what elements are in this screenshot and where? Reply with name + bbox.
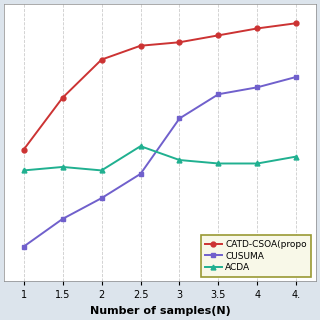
CUSUMA bbox=[217, 92, 220, 96]
CATD-CSOA(propo bbox=[294, 21, 298, 25]
ACDA bbox=[139, 144, 142, 148]
X-axis label: Number of samples(N): Number of samples(N) bbox=[90, 306, 230, 316]
ACDA bbox=[294, 155, 298, 158]
ACDA bbox=[178, 158, 181, 162]
CATD-CSOA(propo bbox=[22, 148, 26, 152]
ACDA bbox=[22, 169, 26, 172]
CATD-CSOA(propo bbox=[61, 96, 65, 100]
ACDA bbox=[100, 169, 103, 172]
CUSUMA bbox=[294, 75, 298, 79]
ACDA bbox=[61, 165, 65, 169]
CATD-CSOA(propo bbox=[100, 58, 103, 61]
CATD-CSOA(propo bbox=[139, 44, 142, 48]
CATD-CSOA(propo bbox=[255, 27, 259, 30]
CUSUMA bbox=[139, 172, 142, 176]
ACDA bbox=[255, 162, 259, 165]
CUSUMA bbox=[22, 245, 26, 249]
Line: CUSUMA: CUSUMA bbox=[21, 75, 299, 249]
Line: ACDA: ACDA bbox=[21, 144, 299, 173]
Line: CATD-CSOA(propo: CATD-CSOA(propo bbox=[21, 21, 299, 152]
CUSUMA bbox=[61, 217, 65, 221]
Legend: CATD-CSOA(propo, CUSUMA, ACDA: CATD-CSOA(propo, CUSUMA, ACDA bbox=[201, 235, 311, 277]
CUSUMA bbox=[100, 196, 103, 200]
CATD-CSOA(propo bbox=[178, 40, 181, 44]
CATD-CSOA(propo bbox=[217, 33, 220, 37]
CUSUMA bbox=[178, 116, 181, 120]
CUSUMA bbox=[255, 85, 259, 89]
ACDA bbox=[217, 162, 220, 165]
